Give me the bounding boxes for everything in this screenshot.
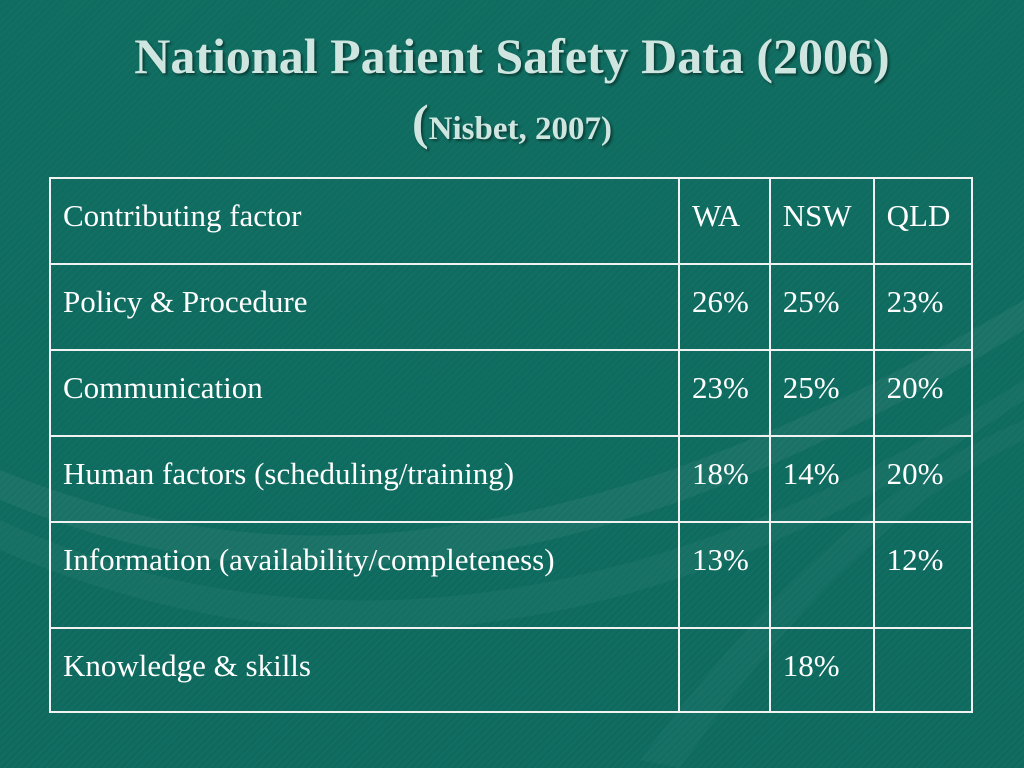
- slide-title: National Patient Safety Data (2006) (Nis…: [0, 28, 1024, 151]
- cell-factor: Policy & Procedure: [49, 263, 680, 351]
- cell-nsw: [768, 521, 875, 629]
- title-main: National Patient Safety Data (2006): [134, 28, 890, 84]
- header-factor: Contributing factor: [49, 177, 680, 265]
- cell-wa: 13%: [677, 521, 771, 629]
- cell-nsw: 14%: [768, 435, 875, 523]
- cell-wa: 18%: [677, 435, 771, 523]
- cell-wa: 23%: [677, 349, 771, 437]
- table-header-row: Contributing factor WA NSW QLD: [49, 177, 974, 265]
- cell-nsw: 18%: [768, 627, 875, 713]
- cell-qld: [872, 627, 974, 713]
- table-row: Communication 23% 25% 20%: [49, 349, 974, 437]
- cell-qld: 20%: [872, 349, 974, 437]
- header-qld: QLD: [872, 177, 974, 265]
- cell-wa: [677, 627, 771, 713]
- cell-wa: 26%: [677, 263, 771, 351]
- cell-qld: 12%: [872, 521, 974, 629]
- title-citation-line: (Nisbet, 2007): [0, 94, 1024, 152]
- cell-qld: 23%: [872, 263, 974, 351]
- cell-factor: Information (availability/completeness): [49, 521, 680, 629]
- cell-factor: Knowledge & skills: [49, 627, 680, 713]
- table-row: Knowledge & skills 18%: [49, 627, 974, 713]
- cell-qld: 20%: [872, 435, 974, 523]
- table-row: Information (availability/completeness) …: [49, 521, 974, 629]
- table-row: Policy & Procedure 26% 25% 23%: [49, 263, 974, 351]
- cell-nsw: 25%: [768, 263, 875, 351]
- title-paren: (: [412, 93, 429, 150]
- cell-factor: Communication: [49, 349, 680, 437]
- title-citation: Nisbet, 2007): [428, 110, 612, 147]
- table-row: Human factors (scheduling/training) 18% …: [49, 435, 974, 523]
- contributing-factors-table: Contributing factor WA NSW QLD Policy & …: [49, 177, 974, 713]
- cell-factor: Human factors (scheduling/training): [49, 435, 680, 523]
- cell-nsw: 25%: [768, 349, 875, 437]
- header-nsw: NSW: [768, 177, 875, 265]
- header-wa: WA: [677, 177, 771, 265]
